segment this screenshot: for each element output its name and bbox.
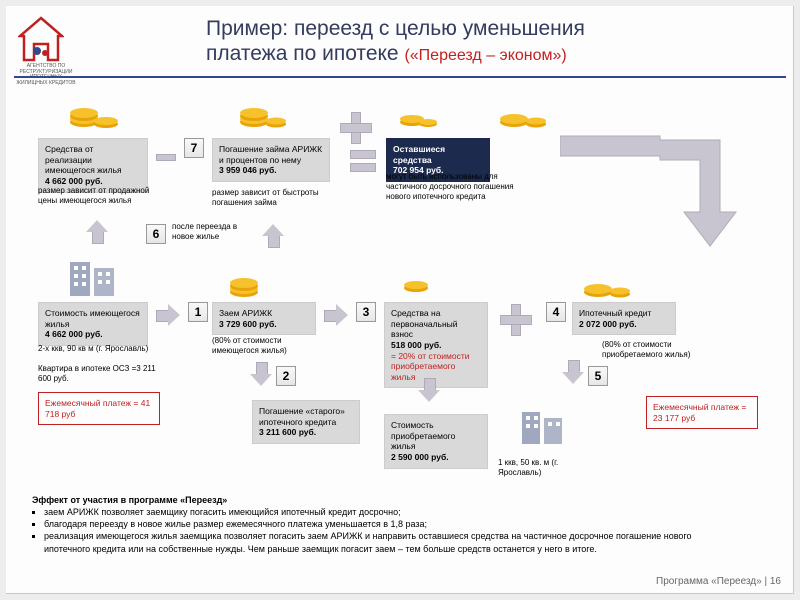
minus-icon <box>156 154 176 161</box>
badge-6: 6 <box>146 224 166 244</box>
title-line-2: платежа по ипотеке <box>206 42 399 65</box>
slide: АГЕНТСТВО ПО РЕСТРУКТУРИЗАЦИИ ИПОТЕЧНЫХ … <box>6 6 794 594</box>
box-repay-arijk: Погашение займа АРИЖК и процентов по нем… <box>212 138 330 182</box>
logo-caption: АГЕНТСТВО ПО РЕСТРУКТУРИЗАЦИИ ИПОТЕЧНЫХ … <box>16 64 76 86</box>
note-loan: (80% от стоимости имеющегося жилья) <box>212 336 322 356</box>
badge-1: 1 <box>188 302 208 322</box>
arrow-up-icon <box>86 218 108 244</box>
arrow-down-icon <box>418 378 440 404</box>
box-sale: Средства от реализации имеющегося жилья … <box>38 138 148 193</box>
effect-section: Эффект от участия в программе «Переезд» … <box>32 494 732 555</box>
logo <box>18 16 64 62</box>
badge-4: 4 <box>546 302 566 322</box>
coins-icon <box>580 264 636 300</box>
coins-icon <box>236 94 292 130</box>
effect-item: благодаря переезду в новое жилье размер … <box>44 518 732 530</box>
effect-item: заем АРИЖК позволяет заемщику погасить и… <box>44 506 732 518</box>
coins-icon <box>496 94 552 130</box>
coins-icon <box>66 94 122 130</box>
box-repay-old: Погашение «старого» ипотечного кредита 3… <box>252 400 360 444</box>
badge-5: 5 <box>588 366 608 386</box>
coins-icon <box>226 264 282 300</box>
note-mortgage: (80% от стоимости приобретаемого жилья) <box>602 340 732 360</box>
badge-3: 3 <box>356 302 376 322</box>
building-icon <box>66 258 122 298</box>
note-cost-old-1: 2-х ккв, 90 кв м (г. Ярославль) <box>38 344 168 354</box>
note-cost-new: 1 ккв, 50 кв. м (г. Ярославль) <box>498 458 598 478</box>
coins-icon <box>396 102 442 130</box>
note-sale: размер зависит от продажной цены имеющег… <box>38 186 168 206</box>
arrow-up-icon <box>262 222 284 248</box>
box-cost-old: Стоимость имеющегося жилья 4 662 000 руб… <box>38 302 148 346</box>
arrow-down-icon <box>250 362 272 388</box>
footer: Программа «Переезд» | 16 <box>656 576 781 587</box>
effect-title: Эффект от участия в программе «Переезд» <box>32 495 227 505</box>
arrow-down-icon <box>562 360 584 386</box>
box-mortgage: Ипотечный кредит 2 072 000 руб. <box>572 302 676 335</box>
equals-icon <box>350 150 374 172</box>
note-after-move: после переезда в новое жилье <box>172 222 242 242</box>
badge-2: 2 <box>276 366 296 386</box>
box-payment-old: Ежемесячный платеж = 41 718 руб <box>38 392 160 425</box>
box-payment-new: Ежемесячный платеж = 23 177 руб <box>646 396 758 429</box>
arrow-right-icon <box>324 304 350 326</box>
divider <box>14 76 786 78</box>
title-line-1: Пример: переезд с целью уменьшения <box>206 17 585 40</box>
plus-icon <box>500 304 530 334</box>
arrow-down-icon <box>560 122 760 272</box>
badge-7: 7 <box>184 138 204 158</box>
title-sub: («Переезд – эконом») <box>404 47 566 64</box>
note-repay: размер зависит от быстроты погашения зай… <box>212 188 332 208</box>
arrow-right-icon <box>156 304 182 326</box>
box-cost-new: Стоимость приобретаемого жилья 2 590 000… <box>384 414 488 469</box>
note-cost-old-2: Квартира в ипотеке ОСЗ =3 211 600 руб. <box>38 364 168 384</box>
note-remain: могут быть использованы для частичного д… <box>386 172 530 202</box>
box-loan: Заем АРИЖК 3 729 600 руб. <box>212 302 316 335</box>
building-icon <box>516 406 572 446</box>
coins-icon <box>400 268 446 296</box>
effect-item: реализация имеющегося жилья заемщика поз… <box>44 530 732 554</box>
box-down-payment: Средства на первоначальный взнос 518 000… <box>384 302 488 388</box>
page-title: Пример: переезд с целью уменьшения плате… <box>206 16 585 66</box>
plus-icon <box>340 112 370 142</box>
